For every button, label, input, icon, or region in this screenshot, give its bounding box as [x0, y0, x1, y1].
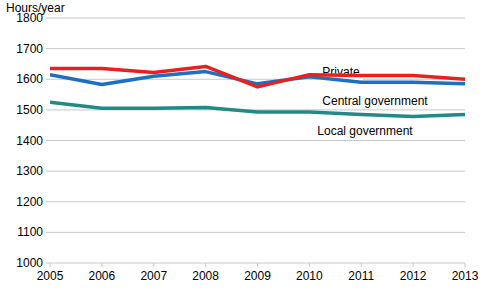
x-tick-label: 2007 [140, 269, 167, 283]
tick-mark [46, 201, 50, 202]
tick-mark [50, 263, 51, 267]
y-tick-label: 1600 [16, 72, 43, 86]
grid-line [50, 232, 465, 233]
grid-line [50, 171, 465, 172]
series-label: Local government [317, 124, 413, 138]
chart: 1000110012001300140015001600170018002005… [0, 0, 493, 288]
y-tick-label: 1000 [16, 256, 43, 270]
grid-line [50, 140, 465, 141]
grid-line [50, 18, 465, 19]
series-label-group: Central government [319, 93, 431, 109]
tick-mark [205, 263, 206, 267]
tick-mark [413, 263, 414, 267]
grid-line [50, 201, 465, 202]
tick-mark [257, 263, 258, 267]
tick-mark [46, 48, 50, 49]
grid-line [50, 48, 465, 49]
tick-mark [46, 232, 50, 233]
tick-mark [46, 171, 50, 172]
y-tick-label: 1400 [16, 134, 43, 148]
tick-mark [46, 140, 50, 141]
tick-mark [465, 263, 466, 267]
series-line [50, 102, 465, 116]
grid-line [50, 79, 465, 80]
lines [50, 66, 465, 116]
y-tick-label: 1700 [16, 42, 43, 56]
x-tick-label: 2012 [400, 269, 427, 283]
x-tick-label: 2009 [244, 269, 271, 283]
series-label-bg [314, 123, 416, 139]
tick-mark [101, 263, 102, 267]
series-line [50, 66, 465, 87]
tick-mark [46, 109, 50, 110]
tick-mark [46, 18, 50, 19]
x-tick-label: 2013 [452, 269, 479, 283]
series-line [50, 72, 465, 85]
tick-mark [361, 263, 362, 267]
y-tick-label: 1200 [16, 195, 43, 209]
tick-mark [309, 263, 310, 267]
x-tick-label: 2006 [89, 269, 116, 283]
x-tick-label: 2005 [37, 269, 64, 283]
series-label-group: Local government [314, 123, 416, 139]
tick-mark [46, 79, 50, 80]
series-label: Central government [322, 94, 428, 108]
y-tick-label: 1300 [16, 164, 43, 178]
y-tick-label: 1100 [17, 225, 43, 239]
y-tick-label: 1500 [16, 103, 43, 117]
tick-mark [46, 263, 50, 264]
tick-mark [153, 263, 154, 267]
y-axis-label: Hours/year [6, 1, 65, 15]
x-tick-label: 2008 [192, 269, 219, 283]
x-tick-label: 2011 [348, 269, 374, 283]
x-tick-label: 2010 [296, 269, 323, 283]
series-label-bg [319, 93, 431, 109]
